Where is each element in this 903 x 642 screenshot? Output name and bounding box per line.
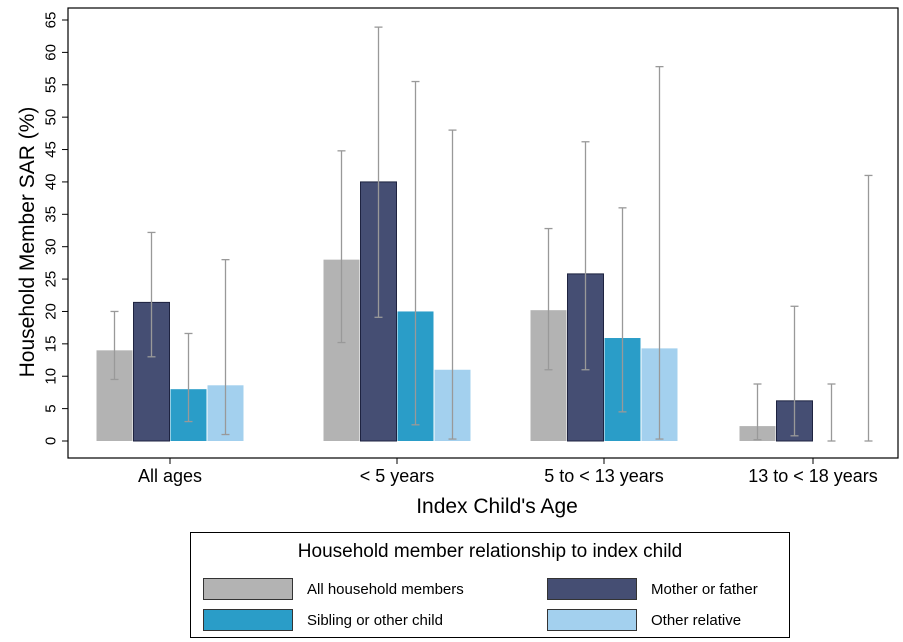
- y-tick-label: 15: [42, 336, 59, 353]
- legend-item-all-household-members: All household members: [203, 578, 464, 600]
- y-tick-label: 55: [42, 76, 59, 93]
- y-axis-label: Household Member SAR (%): [16, 107, 39, 378]
- plot-frame: [67, 7, 899, 459]
- legend-swatch: [547, 609, 637, 631]
- legend-label: All household members: [307, 580, 464, 598]
- y-tick-label: 45: [42, 141, 59, 158]
- legend-swatch: [203, 609, 293, 631]
- legend-label: Other relative: [651, 611, 742, 629]
- y-tick-label: 40: [42, 174, 59, 191]
- legend-swatch: [547, 578, 637, 600]
- x-axis-label: Index Child's Age: [416, 495, 578, 518]
- legend-item-other-relative: Other relative: [547, 609, 741, 631]
- legend-item-mother-or-father: Mother or father: [547, 578, 758, 600]
- legend: Household member relationship to index c…: [190, 532, 790, 638]
- y-tick-label: 50: [42, 109, 59, 126]
- legend-label: Sibling or other child: [307, 611, 443, 629]
- legend-item-sibling-or-other-child: Sibling or other child: [203, 609, 443, 631]
- chart-plot: 0 5 10 15 20 25 30 35 40 45 50 55 60 65 All ages < 5 y…: [16, 7, 899, 518]
- y-tick-label: 65: [42, 12, 59, 29]
- x-tick-label: All ages: [138, 466, 202, 486]
- y-tick-label: 20: [42, 303, 59, 320]
- legend-label: Mother or father: [651, 580, 758, 598]
- y-tick-label: 0: [42, 437, 59, 445]
- x-tick-label: 13 to < 18 years: [748, 466, 878, 486]
- y-tick-label: 5: [42, 404, 59, 412]
- y-tick-label: 60: [42, 44, 59, 61]
- y-tick-label: 35: [42, 206, 59, 223]
- y-tick-label: 10: [42, 368, 59, 385]
- y-tick-label: 30: [42, 238, 59, 255]
- y-tick-label: 25: [42, 271, 59, 288]
- legend-title: Household member relationship to index c…: [297, 541, 683, 562]
- x-tick-label: < 5 years: [360, 466, 435, 486]
- legend-swatch: [203, 578, 293, 600]
- x-tick-label: 5 to < 13 years: [544, 466, 664, 486]
